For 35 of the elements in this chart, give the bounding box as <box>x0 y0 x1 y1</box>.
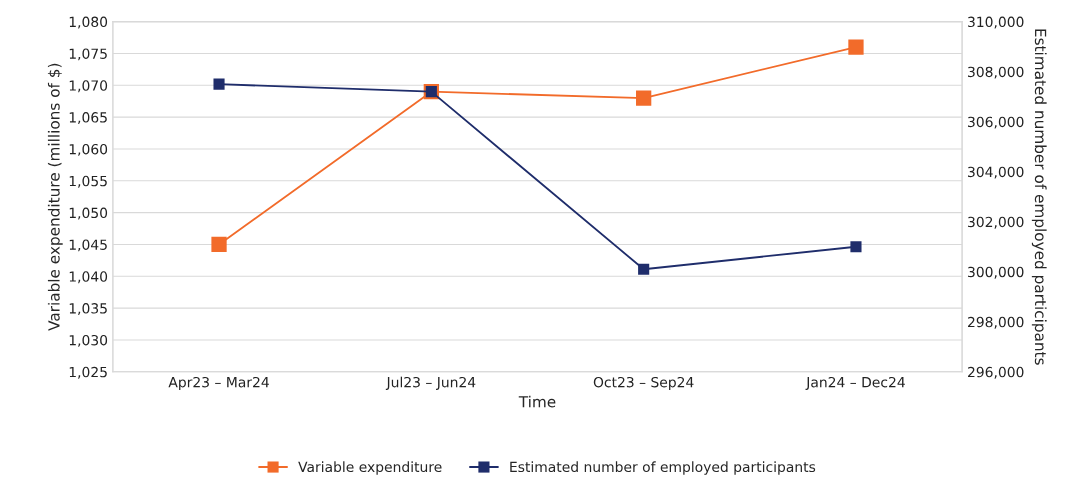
y-tick-label: 1,045 <box>69 239 107 252</box>
y-tick-label: 1,030 <box>69 334 108 347</box>
x-tick-label: Oct23 – Sep24 <box>593 376 694 391</box>
y-tick-label: 1,065 <box>69 112 107 125</box>
point <box>636 90 652 106</box>
point <box>850 241 862 253</box>
y2-tick-label: 302,000 <box>968 216 1024 229</box>
point <box>213 78 225 90</box>
y2-tick-label: 304,000 <box>968 166 1024 179</box>
point <box>848 39 864 55</box>
y-tick-label: 1,080 <box>69 16 108 29</box>
y-tick-label: 1,070 <box>69 80 108 93</box>
x-axis-title: Time <box>518 395 556 408</box>
y-tick-label: 1,050 <box>69 207 108 220</box>
y2-tick-label: 296,000 <box>968 366 1024 379</box>
point <box>211 236 227 253</box>
point <box>638 263 650 275</box>
y2-axis-title: Estimated number of employed participants <box>1031 29 1047 365</box>
y-tick-label: 1,040 <box>69 271 108 284</box>
y-tick-label: 1,025 <box>69 366 107 379</box>
y2-tick-label: 310,000 <box>968 16 1024 29</box>
y2-tick-label: 308,000 <box>968 66 1024 79</box>
x-tick-label: Apr23 – Mar24 <box>168 376 269 391</box>
y2-tick-label: 300,000 <box>968 266 1024 279</box>
y-axis-title: Variable expenditure (millions of $) <box>47 63 63 331</box>
y-tick-label: 1,075 <box>69 48 107 61</box>
y-tick-label: 1,055 <box>69 175 107 188</box>
y2-tick-label: 306,000 <box>968 116 1024 129</box>
legend-label: Estimated number of employed participants <box>510 461 816 475</box>
legend-label: Variable expenditure <box>298 461 442 475</box>
y2-tick-label: 298,000 <box>968 316 1024 329</box>
x-tick-label: Jul23 – Jun24 <box>385 376 476 391</box>
x-tick-label: Jan24 – Dec24 <box>805 376 905 391</box>
y-tick-label: 1,035 <box>69 303 107 316</box>
y-tick-label: 1,060 <box>69 143 108 156</box>
